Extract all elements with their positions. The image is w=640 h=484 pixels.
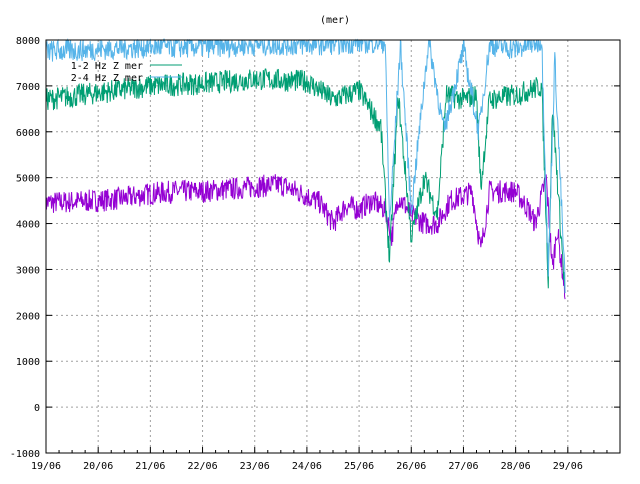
plot-frame: [45, 39, 621, 454]
series-line-1: [45, 174, 566, 300]
x-tick-label: 28/06: [501, 461, 531, 472]
x-tick-label: 27/06: [448, 461, 478, 472]
x-tick-label: 25/06: [344, 461, 374, 472]
y-tick-label: 2000: [16, 311, 40, 322]
x-tick-label: 21/06: [135, 461, 165, 472]
chart-title: (mer): [320, 15, 350, 26]
x-tick-label: 23/06: [240, 461, 270, 472]
x-tick-label: 20/06: [83, 461, 113, 472]
x-tick-label: 29/06: [553, 461, 583, 472]
y-tick-label: 4000: [16, 220, 40, 231]
x-tick-label: 24/06: [292, 461, 322, 472]
x-tick-label: 22/06: [187, 461, 217, 472]
series-line-2: [45, 68, 566, 293]
series-line-3: [45, 38, 566, 294]
y-tick-label: 0: [34, 403, 40, 414]
y-tick-label: 1000: [16, 357, 40, 368]
series-layer: [45, 38, 566, 300]
y-tick-label: -1000: [10, 449, 40, 460]
y-tick-label: 6000: [16, 128, 40, 139]
y-tick-label: 5000: [16, 174, 40, 185]
x-tick-label: 19/06: [31, 461, 61, 472]
legend-label: 2-4 Hz Z mer: [71, 73, 143, 84]
grid: [46, 40, 620, 453]
legend-label: 1-2 Hz Z mer: [71, 61, 143, 72]
y-tick-label: 7000: [16, 82, 40, 93]
axes: -1000 0 1000 2000 3000 4000 5000 6000 7000 8000 19…: [10, 36, 621, 472]
y-tick-label: 8000: [16, 36, 40, 47]
y-tick-label: 3000: [16, 265, 40, 276]
x-tick-label: 26/06: [396, 461, 426, 472]
